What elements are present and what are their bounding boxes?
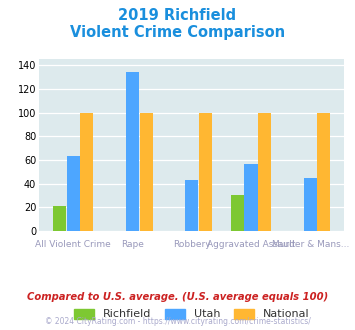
Text: 2019 Richfield: 2019 Richfield [119,8,236,23]
Text: Rape: Rape [121,241,144,249]
Text: All Violent Crime: All Violent Crime [35,241,111,249]
Bar [317,113,331,231]
Bar [304,178,317,231]
Text: Murder & Mans...: Murder & Mans... [272,241,349,249]
Bar [126,72,139,231]
Bar [80,113,93,231]
Bar [67,156,80,231]
Bar [245,164,257,231]
Bar [258,113,271,231]
Bar [53,206,66,231]
Bar [185,180,198,231]
Bar [199,113,212,231]
Text: Compared to U.S. average. (U.S. average equals 100): Compared to U.S. average. (U.S. average … [27,292,328,302]
Text: Aggravated Assault: Aggravated Assault [207,241,295,249]
Bar [231,195,244,231]
Text: © 2024 CityRating.com - https://www.cityrating.com/crime-statistics/: © 2024 CityRating.com - https://www.city… [45,317,310,326]
Legend: Richfield, Utah, National: Richfield, Utah, National [74,309,309,319]
Text: Violent Crime Comparison: Violent Crime Comparison [70,25,285,40]
Text: Robbery: Robbery [173,241,211,249]
Bar [140,113,153,231]
